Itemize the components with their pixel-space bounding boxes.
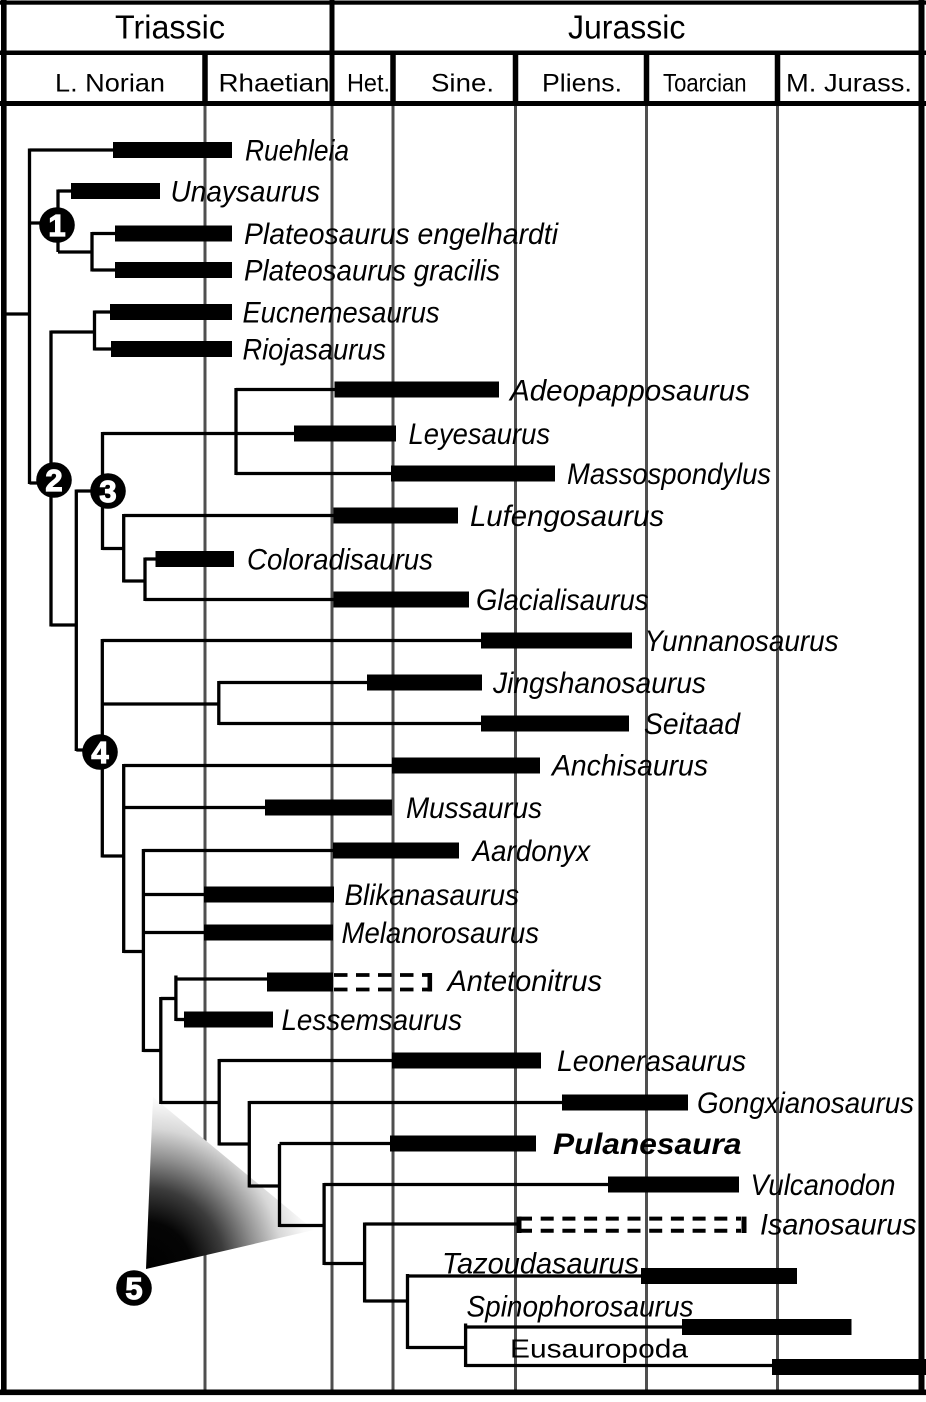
- svg-text:Glacialisaurus: Glacialisaurus: [476, 584, 649, 617]
- svg-text:Coloradisaurus: Coloradisaurus: [247, 544, 433, 577]
- svg-text:L. Norian: L. Norian: [55, 70, 165, 98]
- svg-text:Plateosaurus engelhardti: Plateosaurus engelhardti: [244, 218, 559, 251]
- svg-text:2: 2: [45, 463, 62, 498]
- svg-text:Jingshanosaurus: Jingshanosaurus: [492, 667, 706, 700]
- svg-text:Pliens.: Pliens.: [542, 70, 622, 98]
- svg-text:Antetonitrus: Antetonitrus: [446, 965, 603, 998]
- svg-text:5: 5: [125, 1271, 142, 1306]
- svg-text:Leonerasaurus: Leonerasaurus: [557, 1045, 746, 1078]
- svg-text:Rhaetian: Rhaetian: [219, 70, 330, 98]
- svg-text:Het.: Het.: [347, 70, 390, 98]
- svg-text:Toarcian: Toarcian: [663, 70, 747, 98]
- svg-text:Mussaurus: Mussaurus: [406, 792, 542, 825]
- svg-text:4: 4: [91, 735, 109, 770]
- svg-text:Riojasaurus: Riojasaurus: [243, 334, 387, 367]
- svg-text:Spinophorosaurus: Spinophorosaurus: [467, 1291, 694, 1324]
- svg-text:Aardonyx: Aardonyx: [471, 835, 592, 868]
- svg-text:Tazoudasaurus: Tazoudasaurus: [442, 1248, 639, 1281]
- svg-text:Pulanesaura: Pulanesaura: [553, 1128, 742, 1161]
- svg-text:Seitaad: Seitaad: [644, 708, 742, 741]
- svg-text:Jurassic: Jurassic: [568, 9, 686, 46]
- svg-text:Lufengosaurus: Lufengosaurus: [470, 500, 664, 533]
- svg-text:Anchisaurus: Anchisaurus: [550, 750, 708, 783]
- svg-text:Adeopapposaurus: Adeopapposaurus: [508, 375, 750, 408]
- svg-text:Unaysaurus: Unaysaurus: [171, 176, 321, 209]
- svg-text:Vulcanodon: Vulcanodon: [751, 1169, 896, 1202]
- svg-text:Massospondylus: Massospondylus: [567, 458, 771, 491]
- svg-text:Triassic: Triassic: [115, 9, 225, 46]
- svg-text:Gongxianosaurus: Gongxianosaurus: [697, 1087, 914, 1120]
- svg-text:Melanorosaurus: Melanorosaurus: [342, 917, 540, 950]
- svg-text:Plateosaurus gracilis: Plateosaurus gracilis: [244, 255, 500, 288]
- svg-text:Isanosaurus: Isanosaurus: [760, 1209, 917, 1242]
- svg-text:Eucnemesaurus: Eucnemesaurus: [243, 297, 440, 330]
- svg-text:Blikanasaurus: Blikanasaurus: [345, 879, 520, 912]
- svg-text:3: 3: [99, 474, 116, 509]
- svg-text:Yunnanosaurus: Yunnanosaurus: [645, 625, 839, 658]
- svg-text:1: 1: [48, 208, 65, 243]
- svg-text:Lessemsaurus: Lessemsaurus: [282, 1004, 463, 1037]
- svg-text:Leyesaurus: Leyesaurus: [409, 418, 551, 451]
- svg-text:M. Jurass.: M. Jurass.: [786, 70, 912, 98]
- svg-text:Sine.: Sine.: [431, 70, 494, 98]
- svg-text:Eusauropoda: Eusauropoda: [510, 1334, 689, 1364]
- svg-text:Ruehleia: Ruehleia: [245, 135, 349, 168]
